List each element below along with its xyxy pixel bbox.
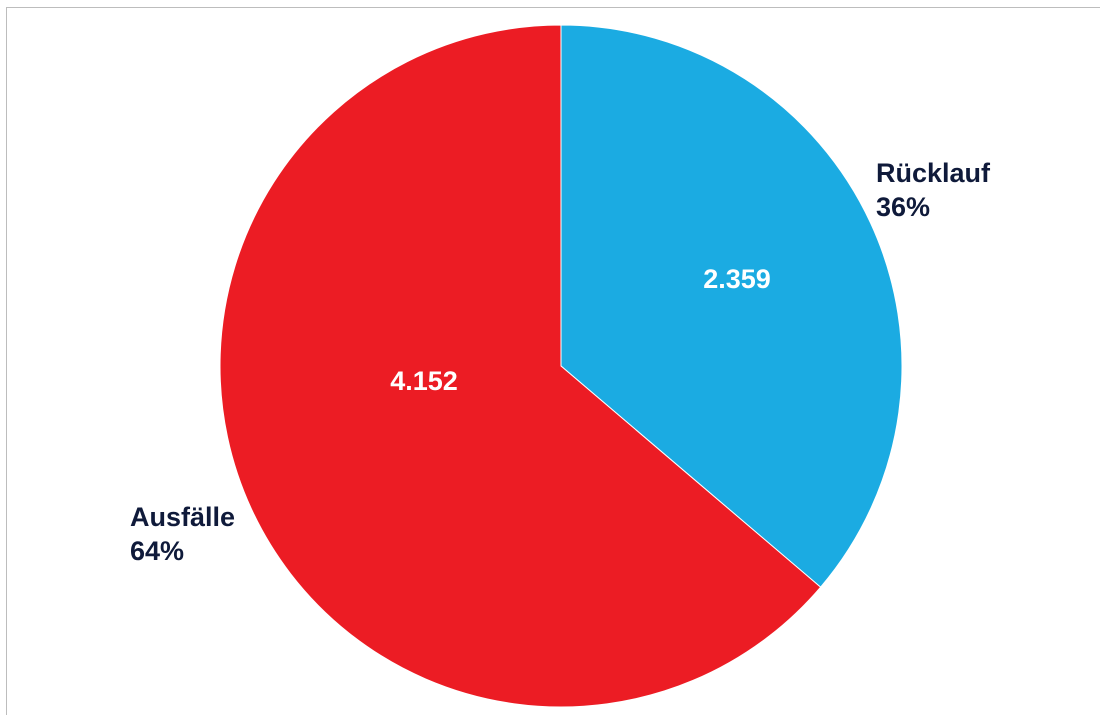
- chart-frame: [6, 7, 1100, 715]
- pie-slices: [219, 24, 903, 708]
- value-label: 4.152: [390, 366, 458, 396]
- category-labels: Rücklauf 36% Ausfälle 64%: [130, 158, 991, 566]
- value-labels: 2.359 4.152: [390, 264, 771, 396]
- value-label: 2.359: [703, 264, 771, 294]
- pie-slice-ausfaelle: [219, 24, 822, 708]
- pie-slice-ruecklauf: [560, 24, 903, 588]
- category-label: Ausfälle: [130, 502, 235, 532]
- percent-label: 36%: [876, 192, 930, 222]
- percent-label: 64%: [130, 536, 184, 566]
- category-label: Rücklauf: [876, 158, 991, 188]
